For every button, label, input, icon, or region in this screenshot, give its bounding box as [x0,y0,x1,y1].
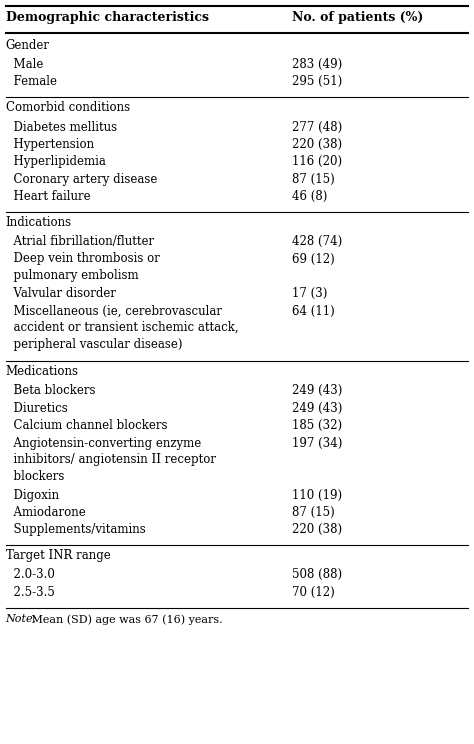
Text: Indications: Indications [6,216,72,229]
Text: Calcium channel blockers: Calcium channel blockers [6,419,167,432]
Text: Demographic characteristics: Demographic characteristics [6,11,209,24]
Text: Valvular disorder: Valvular disorder [6,287,116,300]
Text: 46 (8): 46 (8) [292,190,327,203]
Text: Diabetes mellitus: Diabetes mellitus [6,121,117,133]
Text: Diuretics: Diuretics [6,402,67,415]
Text: No. of patients (%): No. of patients (%) [292,11,423,24]
Text: Comorbid conditions: Comorbid conditions [6,101,130,115]
Text: Male: Male [6,58,43,71]
Text: 283 (49): 283 (49) [292,58,342,71]
Text: Deep vein thrombosis or
  pulmonary embolism: Deep vein thrombosis or pulmonary emboli… [6,252,160,282]
Text: Beta blockers: Beta blockers [6,385,95,397]
Text: Heart failure: Heart failure [6,190,91,203]
Text: Atrial fibrillation/flutter: Atrial fibrillation/flutter [6,235,154,248]
Text: 70 (12): 70 (12) [292,586,334,599]
Text: Target INR range: Target INR range [6,549,110,562]
Text: 508 (88): 508 (88) [292,568,342,582]
Text: 2.0-3.0: 2.0-3.0 [6,568,55,582]
Text: Note:: Note: [6,615,37,624]
Text: 197 (34): 197 (34) [292,437,342,449]
Text: Female: Female [6,75,57,89]
Text: 249 (43): 249 (43) [292,402,342,415]
Text: 2.5-3.5: 2.5-3.5 [6,586,55,599]
Text: 17 (3): 17 (3) [292,287,327,300]
Text: 249 (43): 249 (43) [292,385,342,397]
Text: Hyperlipidemia: Hyperlipidemia [6,155,106,168]
Text: Hypertension: Hypertension [6,138,94,151]
Text: 69 (12): 69 (12) [292,252,334,266]
Text: Amiodarone: Amiodarone [6,506,85,519]
Text: Medications: Medications [6,365,79,379]
Text: 110 (19): 110 (19) [292,489,342,501]
Text: Miscellaneous (ie, cerebrovascular
  accident or transient ischemic attack,
  pe: Miscellaneous (ie, cerebrovascular accid… [6,304,238,350]
Text: 220 (38): 220 (38) [292,138,342,151]
Text: 428 (74): 428 (74) [292,235,342,248]
Text: 116 (20): 116 (20) [292,155,342,168]
Text: Mean (SD) age was 67 (16) years.: Mean (SD) age was 67 (16) years. [28,615,223,625]
Text: Angiotensin-converting enzyme
  inhibitors/ angiotensin II receptor
  blockers: Angiotensin-converting enzyme inhibitors… [6,437,216,483]
Text: 295 (51): 295 (51) [292,75,342,89]
Text: 185 (32): 185 (32) [292,419,342,432]
Text: Supplements/vitamins: Supplements/vitamins [6,523,146,536]
Text: Digoxin: Digoxin [6,489,59,501]
Text: Gender: Gender [6,39,50,52]
Text: 87 (15): 87 (15) [292,506,334,519]
Text: Coronary artery disease: Coronary artery disease [6,173,157,185]
Text: 220 (38): 220 (38) [292,523,342,536]
Text: 87 (15): 87 (15) [292,173,334,185]
Text: 64 (11): 64 (11) [292,304,334,318]
Text: 277 (48): 277 (48) [292,121,342,133]
